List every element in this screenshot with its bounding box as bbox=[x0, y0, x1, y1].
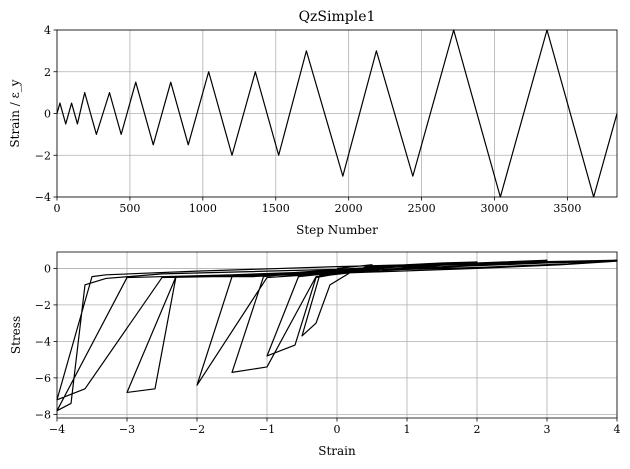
bottom-x-tick-label-8: 4 bbox=[614, 423, 621, 436]
top-y-ticks: −4 −2 0 2 4 bbox=[35, 24, 57, 204]
stress-strain-line bbox=[56, 259, 618, 412]
top-y-tick-label-4: 4 bbox=[44, 24, 51, 37]
top-y-tick-label-2: 0 bbox=[44, 108, 51, 121]
bottom-x-tick-label-7: 3 bbox=[544, 423, 551, 436]
bottom-y-axis-label: Stress bbox=[9, 316, 23, 354]
top-x-tick-label-0: 0 bbox=[54, 202, 61, 215]
top-y-tick-label-0: −4 bbox=[35, 191, 51, 204]
top-x-tick-label-4: 2000 bbox=[335, 202, 363, 215]
bottom-x-axis-label: Strain bbox=[318, 444, 356, 458]
top-x-tick-label-1: 500 bbox=[119, 202, 140, 215]
top-chart-title: QzSimple1 bbox=[299, 9, 376, 25]
bottom-plot-frame bbox=[56, 251, 618, 419]
bottom-y-tick-label-1: −6 bbox=[35, 372, 51, 385]
bottom-x-tick-label-5: 1 bbox=[404, 423, 411, 436]
bottom-y-tick-label-2: −4 bbox=[35, 335, 51, 348]
top-x-tick-label-6: 3000 bbox=[481, 202, 509, 215]
bottom-y-tick-label-0: −8 bbox=[35, 408, 51, 421]
bottom-x-ticks: −4 −3 −2 −1 0 1 2 3 4 bbox=[49, 418, 621, 436]
strain-history-panel: 0 500 1000 1500 2000 2500 3000 3500 −4 −2 0 2 4 QzS… bbox=[8, 9, 618, 237]
bottom-x-tick-label-4: 0 bbox=[334, 423, 341, 436]
top-x-tick-label-2: 1000 bbox=[189, 202, 217, 215]
bottom-x-tick-label-0: −4 bbox=[49, 423, 65, 436]
bottom-x-tick-label-2: −2 bbox=[189, 423, 205, 436]
top-x-axis-label: Step Number bbox=[296, 223, 378, 237]
top-x-tick-label-7: 3500 bbox=[553, 202, 581, 215]
bottom-y-tick-label-3: −2 bbox=[35, 299, 51, 312]
top-y-tick-label-1: −2 bbox=[35, 149, 51, 162]
top-x-tick-label-5: 2500 bbox=[408, 202, 436, 215]
bottom-x-tick-label-6: 2 bbox=[474, 423, 481, 436]
top-plot-frame bbox=[56, 29, 618, 198]
top-gridlines bbox=[56, 29, 617, 198]
bottom-y-ticks: −8 −6 −4 −2 0 bbox=[35, 262, 57, 421]
strain-history-line bbox=[56, 29, 618, 198]
bottom-x-tick-label-1: −3 bbox=[119, 423, 135, 436]
bottom-y-tick-label-4: 0 bbox=[44, 262, 51, 275]
top-x-ticks: 0 500 1000 1500 2000 2500 3000 3500 bbox=[54, 197, 581, 215]
bottom-x-tick-label-3: −1 bbox=[259, 423, 275, 436]
stress-strain-panel: −4 −3 −2 −1 0 1 2 3 4 −8 −6 −4 −2 0 Strain Stress bbox=[9, 251, 621, 458]
top-y-axis-label: Strain / ε_y bbox=[8, 79, 22, 147]
top-y-tick-label-3: 2 bbox=[44, 66, 51, 79]
top-x-tick-label-3: 1500 bbox=[262, 202, 290, 215]
